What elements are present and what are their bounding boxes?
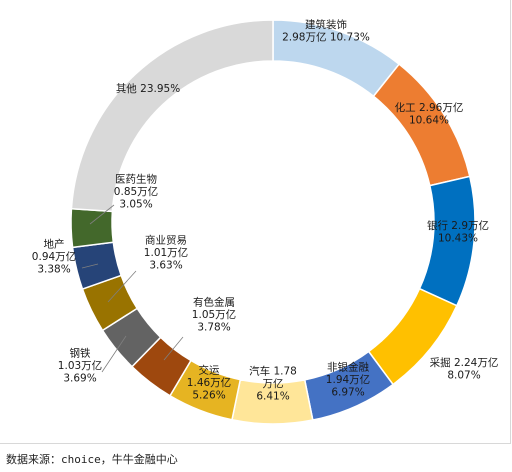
slice-label-6: 汽车 1.78 万亿 6.41% <box>249 365 297 403</box>
slice-label-3: 银行 2.9万亿 10.43% <box>427 219 489 245</box>
slice-label-10: 商业贸易 1.01万亿 3.63% <box>144 234 188 272</box>
leader-line-10 <box>107 270 137 303</box>
slice-label-13: 其他 23.95% <box>116 82 180 95</box>
slice-label-11: 地产 0.94万亿 3.38% <box>32 238 76 276</box>
source-note: 数据来源：choice，牛牛金融中心 <box>6 453 178 466</box>
donut-chart: 建筑装饰 2.98万亿 10.73% 化工 2.96万亿 10.64% 银行 2.9万亿… <box>32 18 499 425</box>
slice-label-1: 建筑装饰 2.98万亿 10.73% <box>282 18 370 44</box>
donut-slice-13 <box>70 19 274 213</box>
slice-label-9: 钢铁 1.03万亿 3.69% <box>58 347 102 385</box>
slice-label-5: 非银金融 1.94万亿 6.97% <box>326 361 370 399</box>
leader-line-11 <box>81 263 99 269</box>
slice-label-7: 交运 1.46万亿 5.26% <box>187 364 231 402</box>
leader-line-12 <box>89 204 115 225</box>
slice-label-2: 化工 2.96万亿 10.64% <box>395 101 464 127</box>
slice-label-8: 有色金属 1.05万亿 3.78% <box>192 296 236 334</box>
leader-line-9 <box>101 335 127 373</box>
slice-label-4: 采掘 2.24万亿 8.07% <box>430 356 499 382</box>
donut-slice-12 <box>70 207 115 249</box>
leader-line-8 <box>163 336 184 361</box>
slice-label-12: 医药生物 0.85万亿 3.05% <box>114 173 158 211</box>
